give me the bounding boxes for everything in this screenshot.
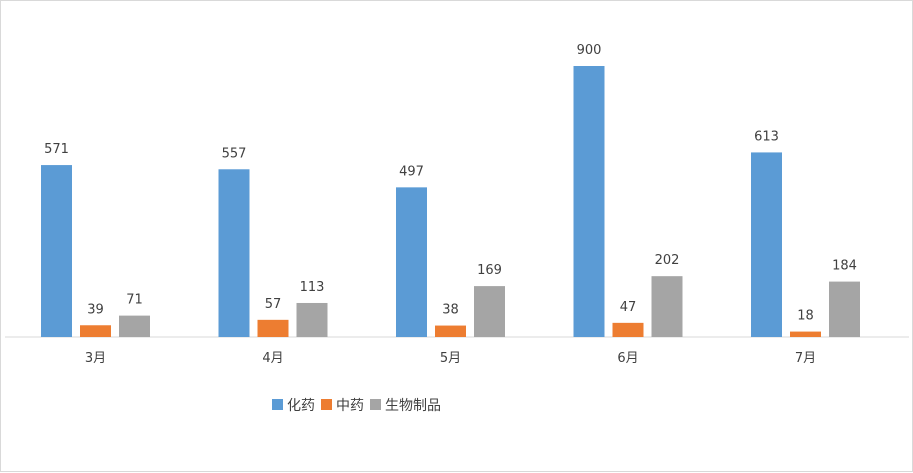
bar-3-5 xyxy=(829,281,860,337)
x-tick-label: 7月 xyxy=(795,351,816,366)
bar-3-4 xyxy=(651,276,683,337)
data-label: 18 xyxy=(797,309,814,324)
data-label: 169 xyxy=(477,263,502,278)
legend: 化药 中药 生物制品 xyxy=(272,398,441,414)
bar-2-3 xyxy=(435,325,466,337)
x-tick-label: 6月 xyxy=(617,351,638,366)
legend-label: 生物制品 xyxy=(385,398,441,414)
bar-1-4 xyxy=(573,66,605,337)
bars-group xyxy=(41,66,860,337)
bar-2-2 xyxy=(257,319,289,337)
legend-swatch xyxy=(370,399,381,410)
x-tick-label: 5月 xyxy=(440,351,461,366)
data-label: 113 xyxy=(300,280,325,295)
data-label: 39 xyxy=(87,302,104,317)
data-label: 184 xyxy=(832,259,857,274)
x-tick-label: 4月 xyxy=(262,351,283,366)
data-label: 47 xyxy=(620,300,637,315)
bar-3-3 xyxy=(474,286,505,337)
data-label: 571 xyxy=(44,142,69,157)
data-label: 613 xyxy=(754,129,779,144)
legend-label: 化药 xyxy=(287,398,315,414)
data-label: 497 xyxy=(399,164,424,179)
bar-2-4 xyxy=(612,322,644,337)
bar-1-2 xyxy=(218,169,250,337)
data-label: 557 xyxy=(222,146,247,161)
x-tick-label: 3月 xyxy=(85,351,106,366)
data-label: 57 xyxy=(265,297,282,312)
data-labels-group: 571 39 71 557 57 113 497 38 169 900 47 202 613 18 184 xyxy=(44,43,857,324)
category-labels-group: 3月 4月 5月 6月 7月 xyxy=(85,351,816,366)
legend-swatch xyxy=(321,399,332,410)
bar-3-2 xyxy=(296,302,328,337)
legend-label: 中药 xyxy=(336,398,364,414)
legend-swatch xyxy=(272,399,283,410)
data-label: 38 xyxy=(442,303,459,318)
data-label: 900 xyxy=(577,43,602,58)
bar-2-5 xyxy=(790,331,821,337)
data-label: 202 xyxy=(655,253,680,268)
bar-3-1 xyxy=(119,315,150,337)
bar-1-3 xyxy=(396,187,427,337)
data-label: 71 xyxy=(126,293,143,308)
bar-1-5 xyxy=(751,152,782,337)
bar-1-1 xyxy=(41,165,72,337)
bar-2-1 xyxy=(80,325,111,337)
